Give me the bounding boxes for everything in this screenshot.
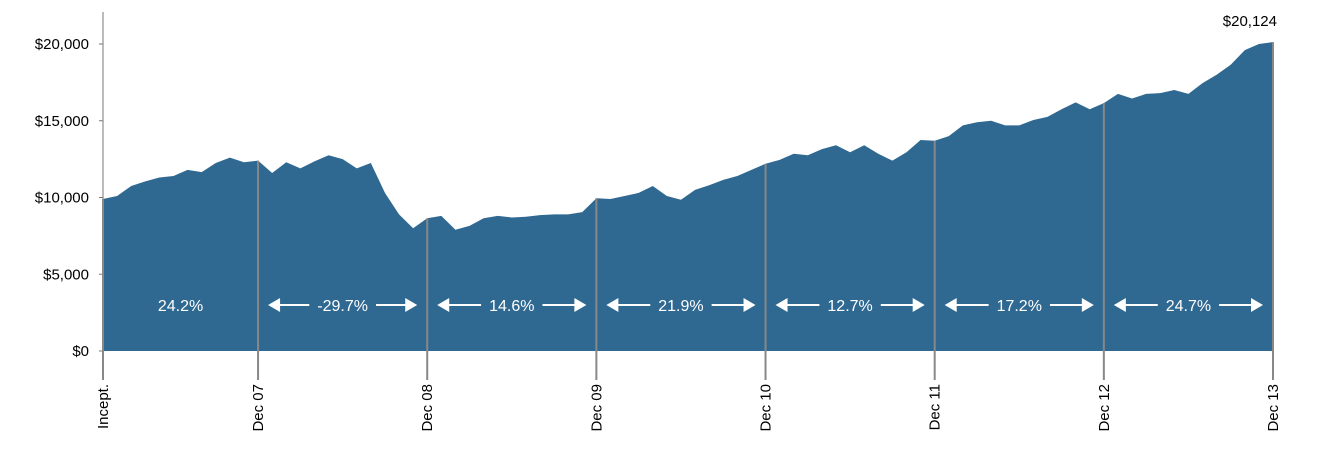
end-value-label: $20,124 [1223, 13, 1277, 30]
arrow-head [912, 298, 925, 312]
period-return: 24.2% [158, 298, 203, 315]
arrow-head [574, 298, 587, 312]
arrow-head [437, 298, 450, 312]
y-tick-label: $10,000 [35, 190, 89, 207]
arrow-head [1113, 298, 1126, 312]
area [103, 42, 1273, 352]
y-tick-label: $5,000 [43, 266, 89, 283]
x-tick-label: Dec 07 [250, 384, 267, 432]
arrow-head [743, 298, 756, 312]
x-tick-label: Dec 13 [1265, 384, 1282, 432]
period-return: -29.7% [317, 298, 368, 315]
arrow-head [944, 298, 957, 312]
x-tick-label: Dec 09 [588, 384, 605, 432]
period-return: 17.2% [997, 298, 1042, 315]
x-tick-label: Dec 11 [927, 384, 944, 430]
arrow-head [1081, 298, 1094, 312]
arrow-head [775, 298, 788, 312]
period-return: 12.7% [827, 298, 872, 315]
arrow-head [268, 298, 281, 312]
arrow-head [1251, 298, 1263, 312]
y-tick-label: $20,000 [35, 36, 89, 53]
x-tick-label: Dec 10 [758, 384, 775, 432]
arrow-head [405, 298, 418, 312]
y-tick-label: $15,000 [35, 113, 89, 130]
period-return: 24.7% [1166, 298, 1211, 315]
arrow-head [606, 298, 619, 312]
period-return: 14.6% [489, 298, 534, 315]
x-tick-label: Dec 08 [419, 384, 436, 432]
x-tick-label: Incept. [95, 384, 112, 429]
y-tick-label: $0 [72, 343, 89, 360]
x-tick-label: Dec 12 [1096, 384, 1113, 432]
period-return: 21.9% [658, 298, 703, 315]
